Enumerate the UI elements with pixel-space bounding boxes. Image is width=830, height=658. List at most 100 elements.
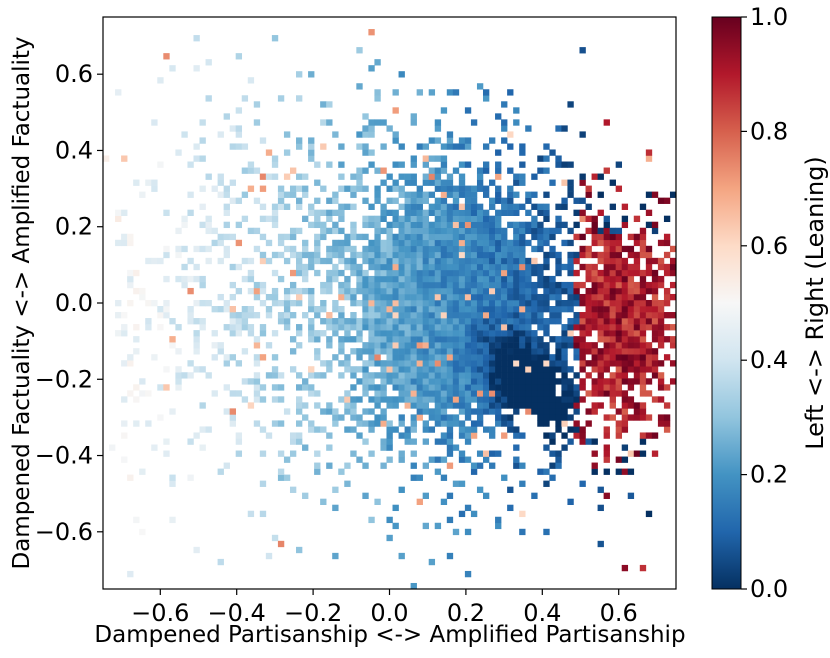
heatmap-cell [314,221,321,229]
heatmap-cell [416,281,423,289]
heatmap-cell [663,293,671,301]
heatmap-cell [567,293,574,301]
heatmap-cell [446,251,454,259]
heatmap-cell [458,143,466,150]
heatmap-cell [296,372,303,379]
heatmap-cell [410,173,417,180]
heatmap-cell [386,342,393,349]
heatmap-cell [452,263,460,271]
heatmap-cell [410,426,417,433]
heatmap-cell [338,372,345,379]
heatmap-cell [464,372,472,379]
heatmap-cell [573,324,580,331]
heatmap-cell [452,528,460,536]
heatmap-cell [627,450,635,457]
heatmap-cell [422,462,429,469]
heatmap-cell [458,299,466,307]
heatmap-cell [362,275,369,283]
heatmap-cell [627,269,635,277]
heatmap-cell [235,239,243,247]
heatmap-cell [145,390,152,397]
heatmap-cell [368,312,375,319]
heatmap-cell [579,432,586,439]
heatmap-cell [603,275,610,283]
heatmap-cell [223,324,230,331]
heatmap-cell [621,215,629,223]
heatmap-cell [139,287,146,295]
heatmap-cell [344,360,351,367]
heatmap-cell [579,131,586,138]
heatmap-cell [223,245,230,253]
heatmap-cell [386,281,393,289]
heatmap-cell [507,239,514,247]
heatmap-cell [416,414,423,421]
heatmap-cell [464,354,472,361]
heatmap-cell [338,360,345,367]
heatmap-cell [645,221,653,229]
heatmap-cell [519,510,526,518]
y-tick-label: 0.2 [55,213,93,241]
heatmap-cell [567,263,574,271]
heatmap-cell [332,221,339,229]
heatmap-cell [410,161,417,168]
heatmap-cell [308,71,315,78]
heatmap-cell [567,498,574,505]
heatmap-cell [470,227,478,235]
heatmap-cell [543,203,550,210]
heatmap-cell [507,372,514,379]
heatmap-cell [211,390,218,397]
heatmap-cell [621,245,629,253]
heatmap-cell [271,299,279,307]
heatmap-cell [193,336,200,343]
heatmap-cell [350,336,357,343]
heatmap-cell [627,492,635,499]
heatmap-cell [308,137,315,144]
heatmap-cell [639,384,647,391]
heatmap-cell [344,293,351,301]
heatmap-cell [501,432,508,439]
heatmap-cell [368,516,375,524]
heatmap-cell [356,185,363,192]
heatmap-cell [362,293,369,301]
heatmap-cell [338,287,345,295]
heatmap-cell [470,245,478,253]
heatmap-cell [350,257,357,265]
heatmap-cell [440,155,448,162]
heatmap-cell [507,360,514,367]
heatmap-cell [639,438,647,445]
heatmap-cell [651,432,659,439]
heatmap-cell [410,384,417,391]
heatmap-cell [223,306,230,313]
heatmap-cell [392,161,399,168]
heatmap-cell [446,227,454,235]
heatmap-cell [651,396,659,403]
heatmap-cell [615,161,623,168]
heatmap-cell [446,306,454,313]
heatmap-cell [428,173,436,180]
heatmap-cell [145,257,152,265]
heatmap-cell [229,233,236,241]
heatmap-cell [362,360,369,367]
heatmap-cell [434,263,442,271]
heatmap-cell [549,293,556,301]
heatmap-cell [639,390,647,397]
heatmap-cell [591,227,598,235]
heatmap-cell [663,414,671,421]
heatmap-cell [597,251,604,259]
heatmap-cell [555,462,562,469]
heatmap-cell [175,149,182,156]
heatmap-cell [271,269,279,277]
heatmap-cell [464,287,472,295]
heatmap-cell [422,209,429,216]
heatmap-cell [585,287,592,295]
heatmap-cell [615,227,623,235]
heatmap-cell [446,432,454,439]
heatmap-cell [549,336,556,343]
heatmap-cell [489,215,496,223]
heatmap-cell [398,173,405,180]
colorbar-ticks: 0.00.20.40.60.81.0 [741,3,788,603]
heatmap-cell [633,450,641,457]
heatmap-cell [615,360,623,367]
heatmap-cell [585,245,592,253]
heatmap-cell [127,474,134,481]
